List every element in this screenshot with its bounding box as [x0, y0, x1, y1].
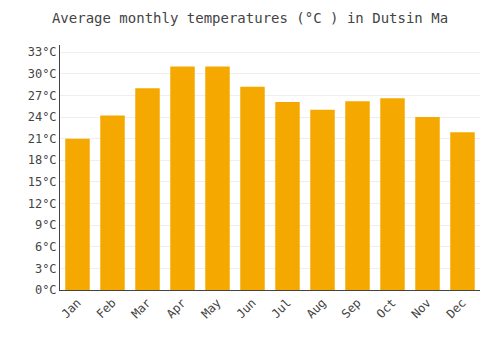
svg-text:Feb: Feb: [94, 296, 119, 321]
svg-text:Jun: Jun: [234, 296, 259, 321]
svg-text:6°C: 6°C: [35, 240, 57, 254]
svg-text:Jul: Jul: [269, 296, 294, 321]
svg-text:Mar: Mar: [129, 296, 154, 321]
svg-text:27°C: 27°C: [28, 89, 57, 103]
svg-text:Aug: Aug: [304, 296, 329, 321]
svg-text:12°C: 12°C: [28, 197, 57, 211]
svg-text:Sep: Sep: [339, 296, 364, 321]
svg-text:0°C: 0°C: [35, 283, 57, 297]
svg-text:Apr: Apr: [164, 296, 189, 321]
svg-text:21°C: 21°C: [28, 132, 57, 146]
svg-text:Dec: Dec: [444, 296, 469, 321]
svg-text:33°C: 33°C: [28, 45, 57, 59]
svg-text:30°C: 30°C: [28, 67, 57, 81]
svg-text:May: May: [199, 296, 224, 321]
svg-text:Jan: Jan: [59, 296, 84, 321]
svg-text:15°C: 15°C: [28, 175, 57, 189]
svg-text:24°C: 24°C: [28, 110, 57, 124]
svg-text:Average monthly temperatures (: Average monthly temperatures (°C ) in Du…: [52, 10, 448, 26]
svg-text:Oct: Oct: [374, 296, 399, 321]
svg-text:Nov: Nov: [409, 296, 434, 321]
svg-text:9°C: 9°C: [35, 218, 57, 232]
svg-text:18°C: 18°C: [28, 153, 57, 167]
svg-text:3°C: 3°C: [35, 262, 57, 276]
